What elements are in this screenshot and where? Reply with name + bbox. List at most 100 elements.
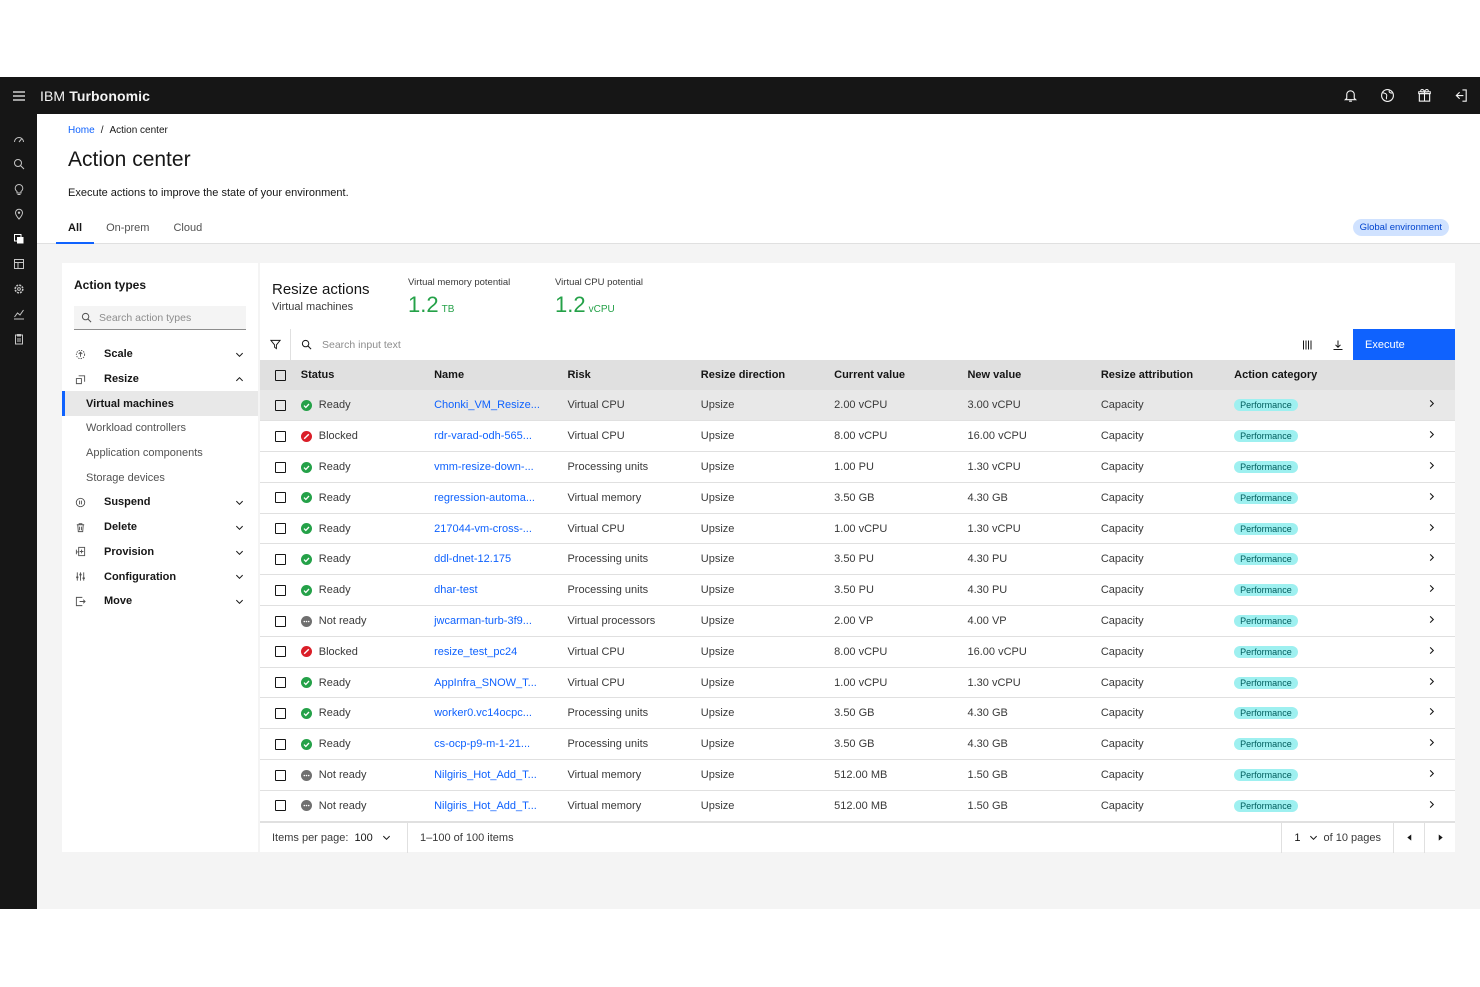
row-expand[interactable] — [1419, 790, 1455, 822]
category-delete[interactable]: Delete — [62, 515, 258, 540]
row-expand[interactable] — [1419, 574, 1455, 607]
execute-button[interactable]: Execute — [1353, 329, 1455, 360]
row-name[interactable]: AppInfra_SNOW_T... — [424, 667, 558, 699]
action-types-search-input[interactable] — [99, 311, 239, 324]
breadcrumb-home[interactable]: Home — [68, 125, 95, 136]
row-name[interactable]: jwcarman-turb-3f9... — [424, 605, 558, 637]
column-new-value[interactable]: New value — [957, 360, 1091, 390]
menu-icon[interactable] — [0, 77, 37, 114]
category-move[interactable]: Move — [62, 589, 258, 614]
tab-all[interactable]: All — [56, 214, 95, 244]
row-checkbox[interactable] — [260, 482, 291, 514]
row-checkbox[interactable] — [260, 605, 291, 637]
row-name[interactable]: Nilgiris_Hot_Add_T... — [424, 759, 558, 791]
tab-on-prem[interactable]: On-prem — [106, 222, 150, 234]
chart-icon[interactable] — [0, 301, 37, 326]
row-name[interactable]: ddl-dnet-12.175 — [424, 543, 558, 576]
table-row[interactable]: Ready worker0.vc14ocpc... Processing units… — [260, 697, 1455, 730]
row-checkbox[interactable] — [260, 513, 291, 545]
resize-workload-controllers[interactable]: Workload controllers — [86, 422, 187, 435]
row-name[interactable]: Chonki_VM_Resize... — [424, 390, 558, 422]
row-expand[interactable] — [1419, 667, 1455, 699]
category-resize[interactable]: Resize — [62, 367, 258, 392]
row-name[interactable]: rdr-varad-odh-565... — [424, 420, 558, 453]
table-row[interactable]: Ready 217044-vm-cross-... Virtual CPU Upsiz… — [260, 513, 1455, 545]
page-select[interactable]: 1 of 10 pages — [1281, 822, 1393, 853]
category-suspend[interactable]: Suspend — [62, 490, 258, 515]
row-name[interactable]: cs-ocp-p9-m-1-21... — [424, 728, 558, 761]
filter-icon[interactable] — [260, 329, 290, 360]
column-risk[interactable]: Risk — [557, 360, 691, 390]
resize-virtual-machines[interactable]: Virtual machines — [62, 391, 258, 417]
table-row[interactable]: Ready cs-ocp-p9-m-1-21... Processing units… — [260, 728, 1455, 761]
bulb-icon[interactable] — [0, 176, 37, 201]
row-checkbox[interactable] — [260, 636, 291, 668]
table-row[interactable]: Blocked rdr-varad-odh-565... Virtual CPU Up… — [260, 420, 1455, 453]
columns-icon[interactable] — [1291, 329, 1322, 360]
table-row[interactable]: Blocked resize_test_pc24 Virtual CPU Upsize… — [260, 636, 1455, 668]
globe-icon[interactable] — [1369, 77, 1406, 114]
row-expand[interactable] — [1419, 390, 1455, 422]
row-expand[interactable] — [1419, 420, 1455, 453]
row-name[interactable]: regression-automa... — [424, 482, 558, 514]
row-expand[interactable] — [1419, 728, 1455, 761]
download-icon[interactable] — [1322, 329, 1353, 360]
row-checkbox[interactable] — [260, 667, 291, 699]
column-resize-direction[interactable]: Resize direction — [690, 360, 825, 390]
table-row[interactable]: Not ready jwcarman-turb-3f9... Virtual pro… — [260, 605, 1455, 637]
row-checkbox[interactable] — [260, 759, 291, 791]
column-action-category[interactable]: Action category — [1224, 360, 1420, 390]
row-expand[interactable] — [1419, 482, 1455, 514]
resize-application-components[interactable]: Application components — [86, 447, 203, 460]
row-expand[interactable] — [1419, 605, 1455, 637]
table-row[interactable]: Ready ddl-dnet-12.175 Processing units Upsi… — [260, 543, 1455, 576]
dashboard-icon[interactable] — [0, 126, 37, 151]
location-icon[interactable] — [0, 201, 37, 226]
row-expand[interactable] — [1419, 759, 1455, 791]
row-checkbox[interactable] — [260, 390, 291, 422]
environment-badge[interactable]: Global environment — [1352, 219, 1449, 236]
clipboard-icon[interactable] — [0, 326, 37, 351]
action-center-icon[interactable] — [0, 226, 37, 251]
table-row[interactable]: Not ready Nilgiris_Hot_Add_T... Virtual me… — [260, 790, 1455, 822]
category-configuration[interactable]: Configuration — [62, 564, 258, 589]
row-name[interactable]: Nilgiris_Hot_Add_T... — [424, 790, 558, 822]
row-checkbox[interactable] — [260, 728, 291, 761]
tab-cloud[interactable]: Cloud — [173, 222, 203, 234]
select-all-checkbox[interactable] — [260, 360, 291, 390]
items-per-page[interactable]: Items per page: 100 — [260, 822, 408, 853]
row-checkbox[interactable] — [260, 574, 291, 607]
calendar-icon[interactable] — [0, 251, 37, 276]
next-page-button[interactable] — [1424, 822, 1455, 853]
row-expand[interactable] — [1419, 451, 1455, 483]
brand-logo[interactable]: IBM Turbonomic — [40, 87, 151, 104]
row-checkbox[interactable] — [260, 420, 291, 453]
column-name[interactable]: Name — [424, 360, 558, 390]
notifications-icon[interactable] — [1332, 77, 1369, 114]
column-status[interactable]: Status — [290, 360, 425, 390]
row-name[interactable]: vmm-resize-down-... — [424, 451, 558, 483]
row-checkbox[interactable] — [260, 790, 291, 822]
row-name[interactable]: dhar-test — [424, 574, 558, 607]
table-row[interactable]: Ready regression-automa... Virtual memory U… — [260, 482, 1455, 514]
row-expand[interactable] — [1419, 543, 1455, 576]
search-nav-icon[interactable] — [0, 151, 37, 176]
resize-storage-devices[interactable]: Storage devices — [86, 471, 165, 484]
table-row[interactable]: Ready dhar-test Processing units Upsize 3.50… — [260, 574, 1455, 607]
table-row[interactable]: Ready vmm-resize-down-... Processing units… — [260, 451, 1455, 483]
table-search-input[interactable] — [322, 338, 722, 351]
row-expand[interactable] — [1419, 636, 1455, 668]
table-row[interactable]: Ready AppInfra_SNOW_T... Virtual CPU Upsize… — [260, 667, 1455, 699]
row-checkbox[interactable] — [260, 697, 291, 730]
column-current-value[interactable]: Current value — [824, 360, 958, 390]
table-row[interactable]: Ready Chonki_VM_Resize... Virtual CPU Upsiz… — [260, 390, 1455, 422]
table-row[interactable]: Not ready Nilgiris_Hot_Add_T... Virtual me… — [260, 759, 1455, 791]
category-scale[interactable]: Scale — [62, 342, 258, 367]
column-resize-attribution[interactable]: Resize attribution — [1090, 360, 1225, 390]
prev-page-button[interactable] — [1393, 822, 1424, 853]
row-expand[interactable] — [1419, 513, 1455, 545]
row-name[interactable]: resize_test_pc24 — [424, 636, 558, 668]
settings-icon[interactable] — [0, 276, 37, 301]
category-provision[interactable]: Provision — [62, 540, 258, 565]
gift-icon[interactable] — [1406, 77, 1443, 114]
